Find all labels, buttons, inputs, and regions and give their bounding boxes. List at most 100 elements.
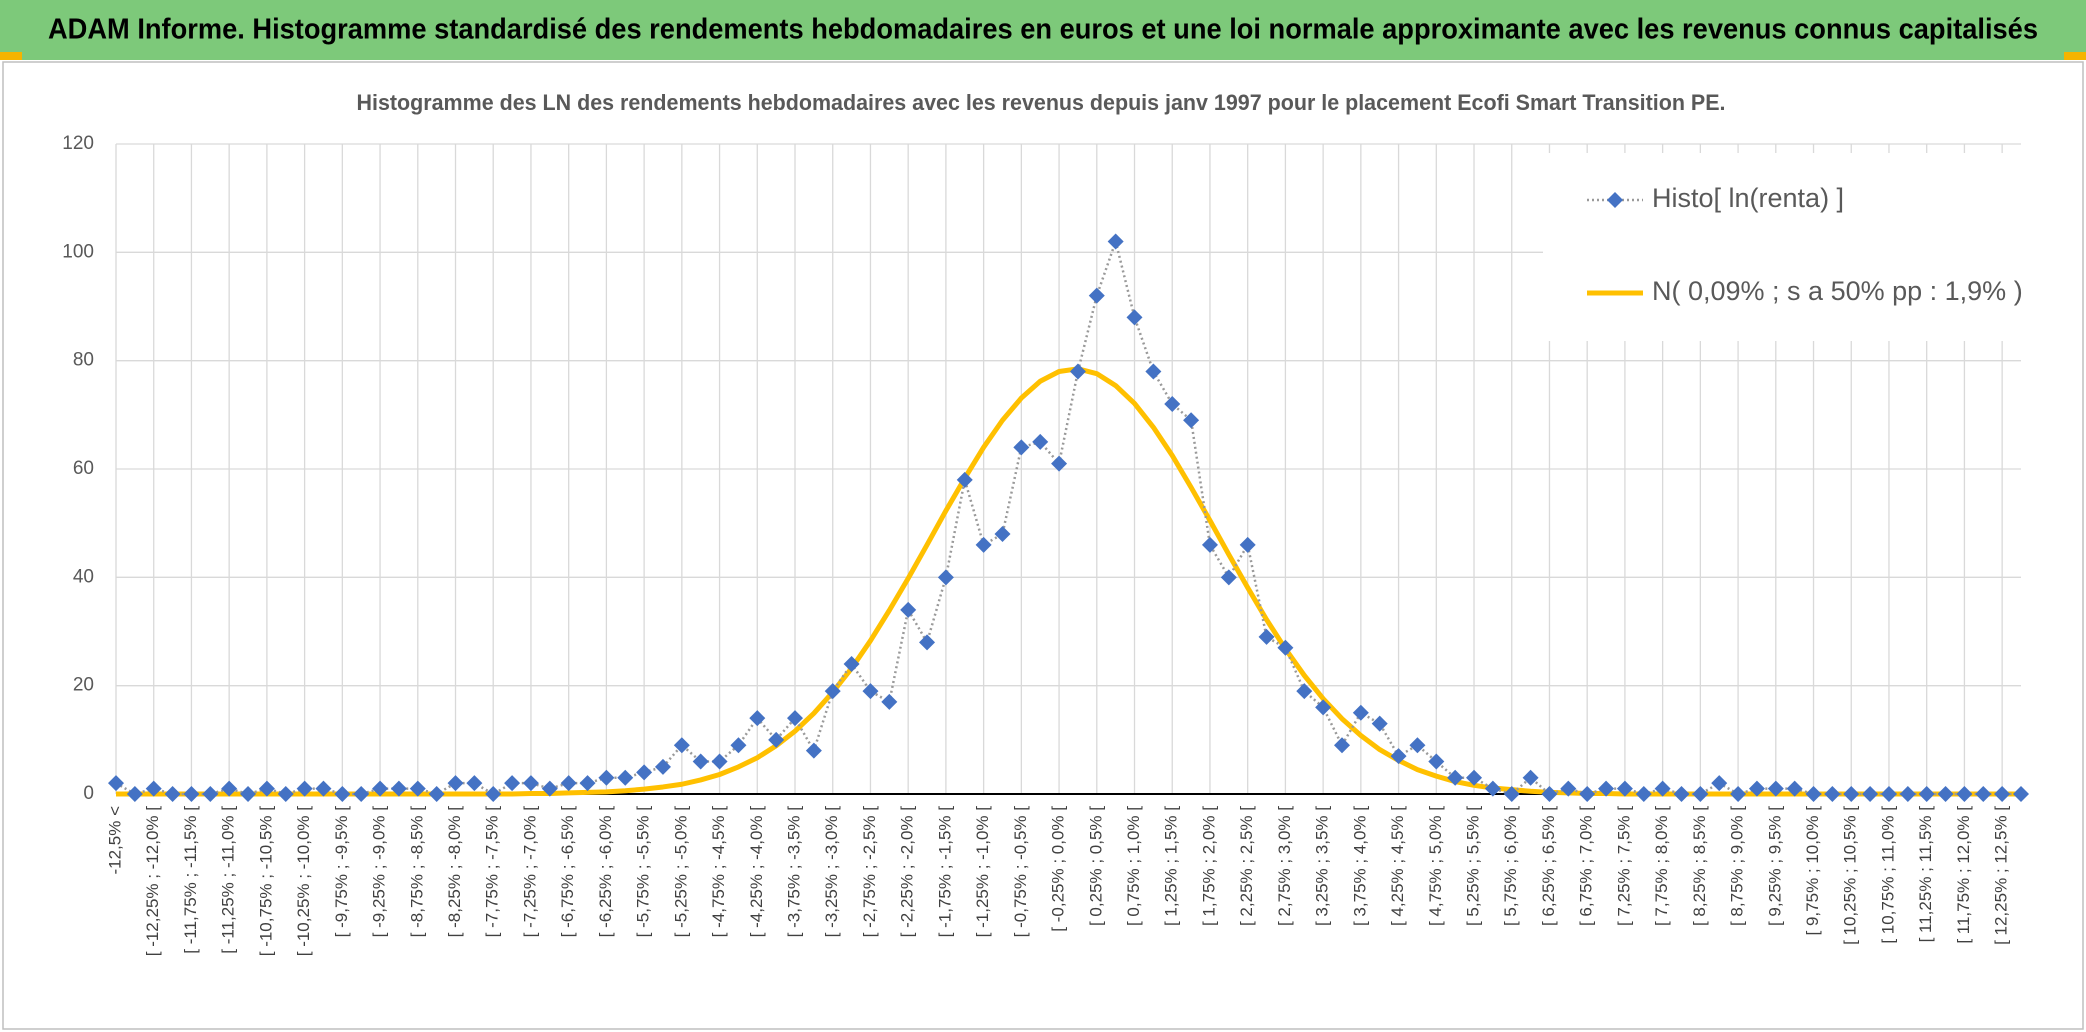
- x-tick-label: [ 5,75% ; 6,0% [: [1501, 806, 1520, 926]
- data-point: [390, 780, 407, 797]
- x-tick-label: [ -9,25% ; -9,0% [: [370, 806, 389, 938]
- data-point: [1975, 786, 1992, 802]
- data-point: [1333, 737, 1350, 754]
- y-tick-label: 80: [73, 350, 94, 371]
- x-tick-label: [ 2,75% ; 3,0% [: [1275, 806, 1294, 926]
- data-point: [1786, 780, 1803, 797]
- data-point: [1296, 683, 1313, 700]
- x-tick-label: [ 2,25% ; 2,5% [: [1237, 806, 1256, 926]
- data-point: [1635, 786, 1652, 802]
- y-tick-label: 60: [73, 458, 94, 479]
- data-point: [2013, 786, 2029, 802]
- x-tick-label: [ 4,25% ; 4,5% [: [1388, 806, 1407, 926]
- data-point: [900, 601, 917, 618]
- data-point: [1145, 363, 1162, 380]
- x-tick-label: [ -0,25% ; 0,0% [: [1049, 806, 1068, 932]
- data-point: [617, 769, 634, 786]
- data-point: [108, 775, 124, 792]
- x-tick-label: [ 9,75% ; 10,0% [: [1803, 806, 1822, 936]
- x-tick-label: [ 11,25% ; 11,5% [: [1916, 806, 1935, 943]
- x-tick-label: [ 7,75% ; 8,0% [: [1652, 806, 1671, 926]
- legend-label: Histo[ ln(renta) ]: [1652, 183, 1844, 213]
- data-point: [1956, 786, 1973, 802]
- data-point: [598, 769, 615, 786]
- series-line: [116, 366, 2021, 797]
- legend-box: [1543, 153, 2021, 341]
- x-tick-label: [ -12,25% ; -12,0% [: [143, 806, 162, 957]
- chart-title: Histogramme des LN des rendements hebdom…: [357, 90, 1726, 115]
- x-tick-label: [ -8,75% ; -8,5% [: [407, 806, 426, 938]
- data-point: [692, 753, 709, 770]
- data-point: [1673, 786, 1690, 802]
- banner-title: ADAM Informe. Histogramme standardisé de…: [48, 14, 2038, 46]
- x-tick-label: [ -5,25% ; -5,0% [: [671, 806, 690, 938]
- data-point: [560, 775, 577, 792]
- data-point: [1918, 786, 1935, 802]
- data-point: [428, 786, 445, 802]
- data-point: [164, 786, 181, 802]
- data-point: [1164, 396, 1181, 412]
- data-point: [504, 775, 521, 792]
- y-tick-label: 20: [73, 675, 94, 696]
- x-tick-label: [ 1,25% ; 1,5% [: [1162, 806, 1181, 926]
- data-point: [579, 775, 596, 792]
- data-point: [315, 780, 332, 797]
- x-tick-label: [ 4,75% ; 5,0% [: [1426, 806, 1445, 926]
- x-tick-label: [ 6,75% ; 7,0% [: [1577, 806, 1596, 926]
- data-point: [1748, 780, 1765, 797]
- data-point: [730, 737, 747, 754]
- x-tick-label: [ -2,25% ; -2,0% [: [898, 806, 917, 938]
- x-tick-label: [ -10,75% ; -10,5% [: [256, 806, 275, 957]
- data-point: [1503, 786, 1520, 802]
- x-tick-label: [ 9,25% ; 9,5% [: [1765, 806, 1784, 926]
- x-tick-label: [ 0,25% ; 0,5% [: [1086, 806, 1105, 926]
- data-point: [843, 656, 860, 672]
- data-point: [258, 780, 275, 797]
- data-point: [1352, 704, 1369, 721]
- x-tick-label: [ 1,75% ; 2,0% [: [1199, 806, 1218, 926]
- data-point: [296, 780, 313, 797]
- legend-label: N( 0,09% ; s a 50% pp : 1,9% ): [1652, 276, 2023, 306]
- data-point: [522, 775, 539, 792]
- data-point: [1805, 786, 1822, 802]
- x-tick-label: -12,5% <: [105, 806, 124, 875]
- data-point: [1843, 786, 1860, 802]
- x-tick-label: [ -10,25% ; -10,0% [: [294, 806, 313, 957]
- data-point: [1183, 412, 1200, 429]
- x-tick-label: [ 8,75% ; 9,0% [: [1728, 806, 1747, 926]
- x-tick-label: [ -9,75% ; -9,5% [: [332, 806, 351, 938]
- x-tick-label: [ -0,75% ; -0,5% [: [1011, 806, 1030, 938]
- y-tick-label: 40: [73, 566, 94, 587]
- data-point: [1654, 780, 1671, 797]
- data-point: [1088, 287, 1105, 304]
- x-tick-label: [ -4,25% ; -4,0% [: [747, 806, 766, 938]
- x-tick-label: [ -6,75% ; -6,5% [: [558, 806, 577, 938]
- x-tick-label: [ -3,25% ; -3,0% [: [822, 806, 841, 938]
- data-point: [1447, 769, 1464, 786]
- data-point: [1390, 748, 1407, 765]
- data-point: [1409, 737, 1426, 754]
- data-point: [1371, 715, 1388, 732]
- x-tick-label: [ 3,25% ; 3,5% [: [1313, 806, 1332, 926]
- data-point: [673, 737, 690, 754]
- x-tick-label: [ 12,25% ; 12,5% [: [1992, 806, 2011, 945]
- data-point: [1937, 786, 1954, 802]
- data-point: [711, 753, 728, 770]
- x-tick-label: [ -7,25% ; -7,0% [: [520, 806, 539, 938]
- data-point: [975, 536, 992, 553]
- x-tick-label: [ -5,75% ; -5,5% [: [634, 806, 653, 938]
- chart-frame: [2, 61, 2084, 1030]
- data-point: [1126, 309, 1143, 326]
- x-tick-label: [ 10,75% ; 11,0% [: [1878, 806, 1897, 944]
- data-point: [805, 742, 822, 759]
- x-tick-label: [ 10,25% ; 10,5% [: [1841, 806, 1860, 945]
- data-point: [824, 683, 841, 700]
- data-point: [1994, 786, 2011, 802]
- data-point: [862, 683, 879, 700]
- legend-marker: [1607, 192, 1623, 208]
- x-tick-label: [ -11,75% ; -11,5% [: [181, 806, 200, 954]
- banner: [0, 0, 2086, 60]
- data-point: [636, 764, 653, 781]
- data-point: [1560, 780, 1577, 797]
